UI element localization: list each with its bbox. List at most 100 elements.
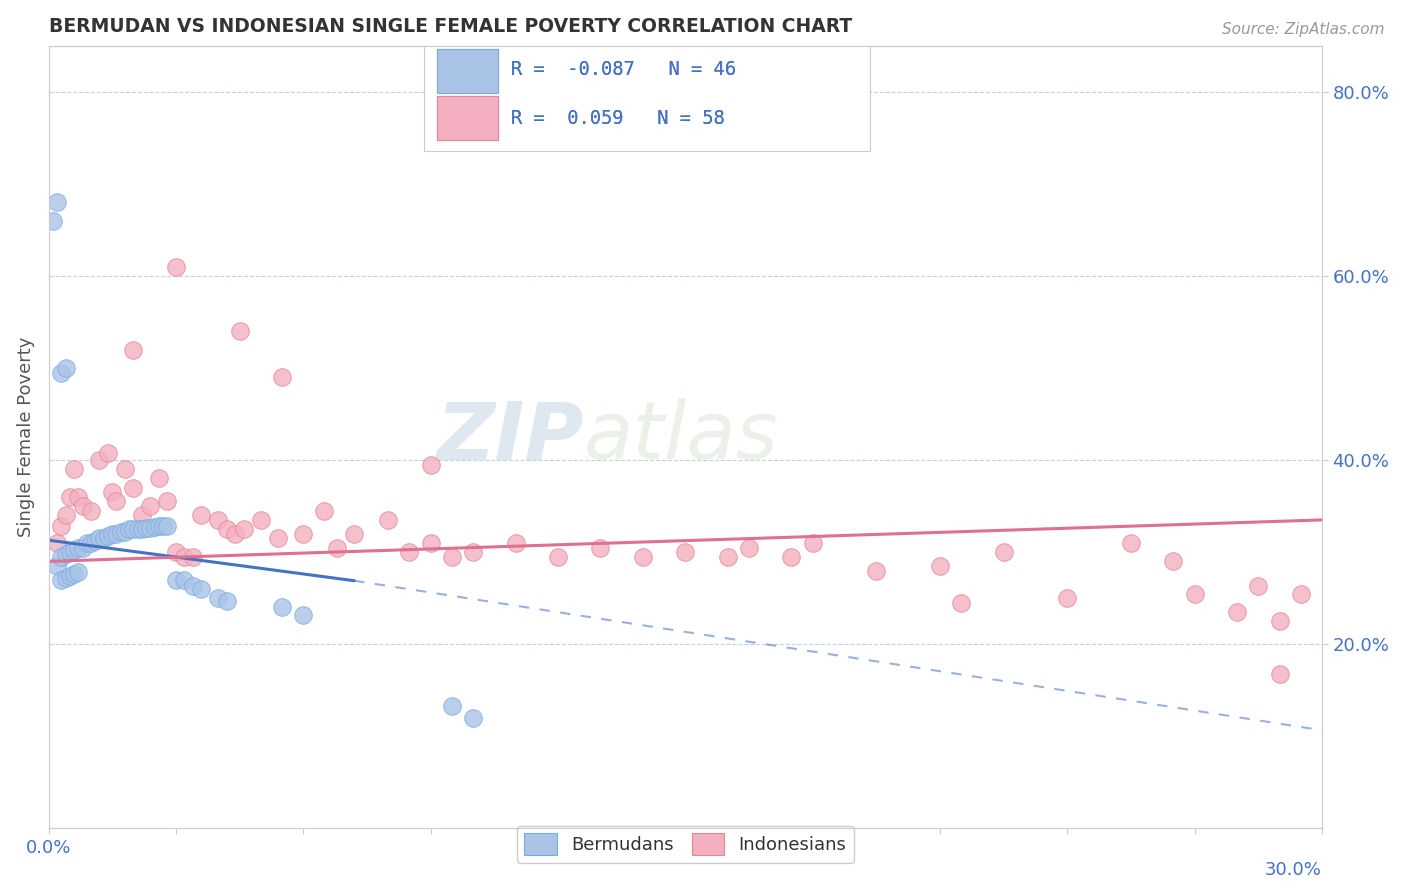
Point	[67, 490, 90, 504]
Point	[738, 541, 761, 555]
Point	[173, 549, 195, 564]
Point	[207, 591, 229, 606]
Point	[1163, 554, 1185, 568]
Text: R =  -0.087   N = 46: R = -0.087 N = 46	[510, 60, 735, 78]
Point	[131, 508, 153, 523]
Text: atlas: atlas	[583, 398, 778, 476]
Point	[114, 462, 136, 476]
Y-axis label: Single Female Poverty: Single Female Poverty	[17, 337, 35, 537]
Point	[215, 594, 238, 608]
Point	[326, 541, 349, 555]
Point	[165, 260, 187, 274]
Point	[59, 545, 82, 559]
Point	[228, 324, 250, 338]
Point	[63, 462, 86, 476]
Point	[314, 504, 336, 518]
Point	[461, 711, 484, 725]
Point	[148, 471, 170, 485]
Point	[547, 549, 569, 564]
Point	[63, 567, 86, 582]
Point	[59, 569, 82, 583]
Point	[717, 549, 740, 564]
Point	[101, 526, 124, 541]
Point	[72, 499, 94, 513]
Point	[271, 370, 294, 384]
Point	[63, 543, 86, 558]
Point	[42, 213, 65, 227]
Point	[152, 519, 174, 533]
Point	[181, 579, 204, 593]
FancyBboxPatch shape	[437, 49, 498, 93]
Point	[993, 545, 1015, 559]
Point	[190, 582, 212, 596]
Point	[343, 526, 366, 541]
Point	[190, 508, 212, 523]
Point	[76, 536, 98, 550]
Point	[143, 520, 166, 534]
Point	[398, 545, 420, 559]
Point	[51, 366, 73, 380]
Point	[67, 566, 90, 580]
Point	[55, 360, 77, 375]
Point	[55, 508, 77, 523]
Point	[631, 549, 654, 564]
Point	[419, 458, 441, 472]
Point	[51, 549, 73, 564]
Point	[224, 526, 246, 541]
Text: R =  0.059   N = 58: R = 0.059 N = 58	[510, 109, 724, 128]
Point	[1268, 666, 1291, 681]
Point	[1289, 586, 1312, 600]
Point	[139, 521, 162, 535]
Point	[249, 513, 271, 527]
Point	[55, 547, 77, 561]
Point	[80, 504, 103, 518]
Point	[215, 522, 238, 536]
Point	[105, 526, 128, 541]
Point	[156, 494, 179, 508]
Point	[292, 607, 315, 622]
Point	[929, 559, 952, 574]
Text: ZIP: ZIP	[436, 398, 583, 476]
Point	[51, 519, 73, 533]
Point	[377, 513, 399, 527]
Point	[97, 528, 120, 542]
Point	[173, 573, 195, 587]
Point	[780, 549, 803, 564]
Point	[271, 600, 294, 615]
Point	[267, 532, 290, 546]
Point	[801, 536, 824, 550]
Point	[72, 541, 94, 555]
Text: BERMUDAN VS INDONESIAN SINGLE FEMALE POVERTY CORRELATION CHART: BERMUDAN VS INDONESIAN SINGLE FEMALE POV…	[49, 17, 852, 36]
Point	[118, 522, 141, 536]
Point	[46, 559, 69, 574]
Point	[51, 573, 73, 587]
Point	[46, 195, 69, 210]
Point	[67, 541, 90, 555]
Point	[139, 499, 162, 513]
Point	[55, 571, 77, 585]
Legend: Bermudans, Indonesians: Bermudans, Indonesians	[517, 826, 853, 863]
Point	[589, 541, 612, 555]
Point	[105, 494, 128, 508]
Point	[440, 549, 463, 564]
Point	[59, 490, 82, 504]
Point	[135, 521, 157, 535]
Point	[46, 536, 69, 550]
Point	[232, 522, 254, 536]
Text: 30.0%: 30.0%	[1265, 862, 1322, 880]
Point	[89, 532, 111, 546]
Point	[292, 526, 315, 541]
Point	[181, 549, 204, 564]
FancyBboxPatch shape	[425, 37, 870, 152]
Point	[122, 343, 145, 357]
Point	[148, 519, 170, 533]
Point	[1268, 614, 1291, 628]
Point	[110, 524, 132, 539]
Point	[84, 534, 107, 549]
Point	[419, 536, 441, 550]
Point	[89, 453, 111, 467]
Point	[1056, 591, 1078, 606]
Point	[131, 522, 153, 536]
Point	[1247, 579, 1270, 593]
Point	[950, 596, 973, 610]
